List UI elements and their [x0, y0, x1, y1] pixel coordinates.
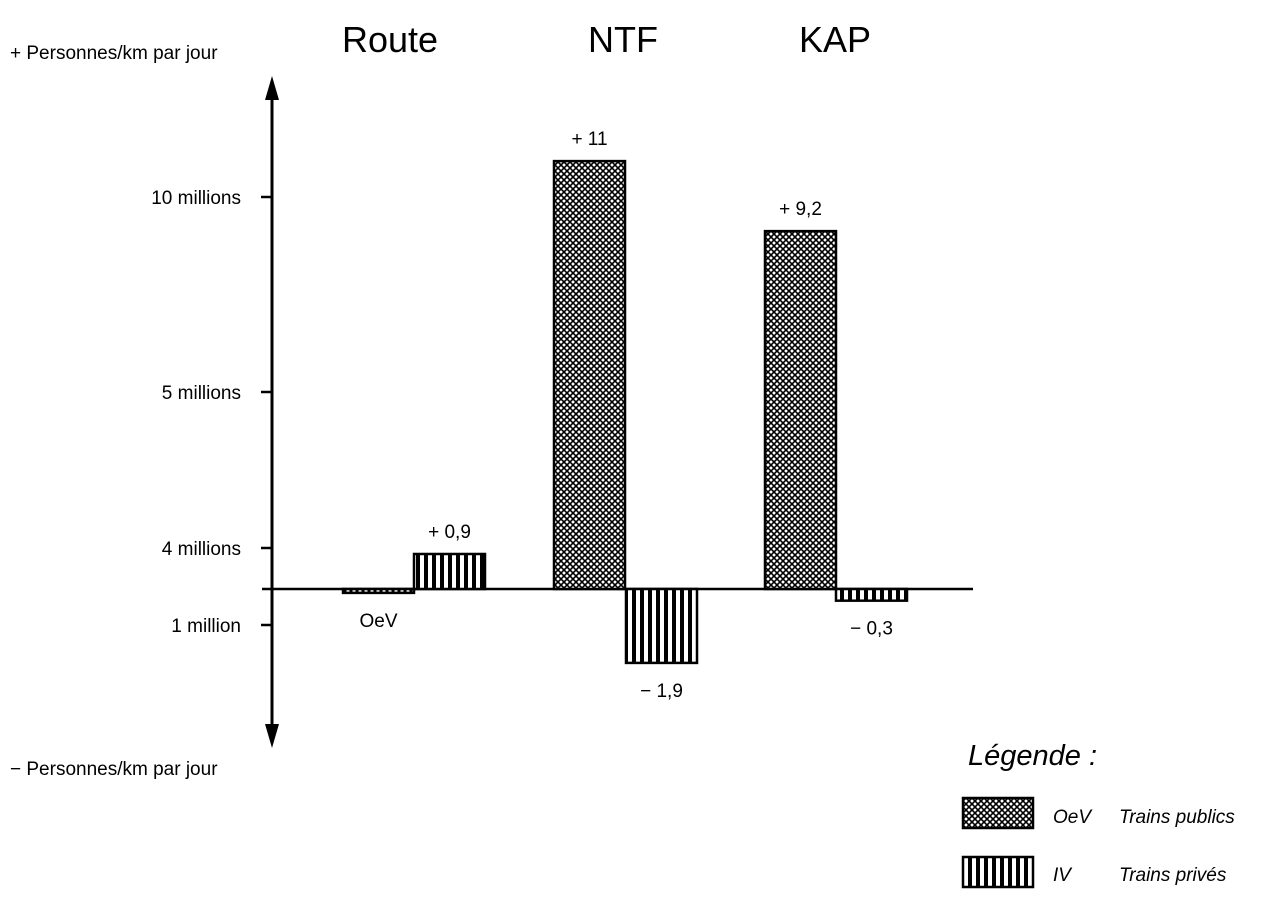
- y-axis-top-label: + Personnes/km par jour: [10, 43, 218, 64]
- legend-code-oev: OeV: [1053, 807, 1093, 828]
- bar-kap-iv: [834, 587, 909, 602]
- y-tick-label: 10 millions: [151, 188, 241, 209]
- y-axis-bottom-label: − Personnes/km par jour: [10, 759, 218, 780]
- bar-route-oev: [341, 587, 416, 595]
- value-label: + 0,9: [428, 522, 471, 543]
- bar-kap-oev: [763, 229, 838, 591]
- legend-label-iv: Trains privés: [1119, 865, 1227, 886]
- y-tick-label: 4 millions: [162, 539, 241, 560]
- category-label: Route: [342, 19, 438, 60]
- value-label: − 0,3: [850, 619, 893, 640]
- category-label: KAP: [799, 19, 871, 60]
- y-tick-label: 5 millions: [162, 383, 241, 404]
- legend-label-oev: Trains publics: [1119, 807, 1235, 828]
- legend-swatch-iv: [961, 855, 1035, 889]
- legend-code-iv: IV: [1053, 865, 1073, 886]
- bars: [341, 159, 909, 665]
- bar-route-iv: [412, 552, 487, 591]
- value-label: − 1,9: [640, 681, 683, 702]
- category-headers: Route NTF KAP: [342, 19, 871, 60]
- y-axis-arrow-down: [265, 724, 279, 748]
- bar-ntf-iv: [624, 587, 699, 665]
- legend-swatch-oev: [961, 796, 1035, 830]
- legend: Légende : OeV Trains publics IV Trains p…: [961, 740, 1235, 889]
- y-axis-arrow-up: [265, 76, 279, 100]
- y-ticks: 10 millions 5 millions 4 millions 1 million: [151, 188, 272, 637]
- value-label: + 9,2: [779, 199, 822, 220]
- y-tick-label: 1 million: [171, 616, 241, 637]
- value-labels: OeV + 0,9 + 11 − 1,9 + 9,2 − 0,3: [359, 129, 892, 702]
- bar-ntf-oev: [552, 159, 627, 591]
- value-label: OeV: [359, 611, 397, 632]
- value-label: + 11: [571, 129, 607, 150]
- category-label: NTF: [588, 19, 658, 60]
- legend-title: Légende :: [968, 740, 1097, 772]
